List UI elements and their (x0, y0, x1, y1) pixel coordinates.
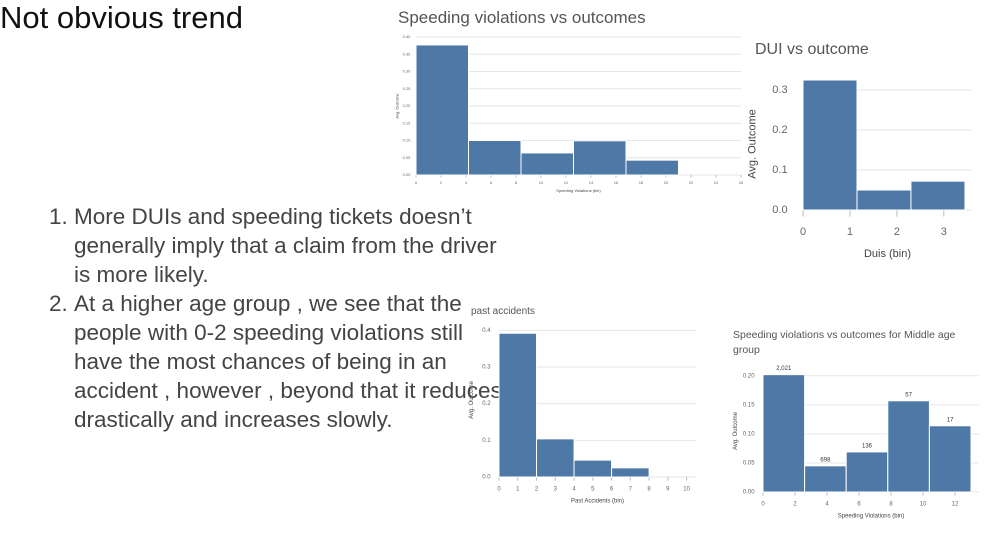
x-tick-label: 24 (714, 180, 719, 185)
bar (611, 467, 650, 478)
x-tick-label: 5 (591, 487, 595, 493)
x-tick-label: 6 (857, 502, 861, 508)
bar (573, 459, 613, 478)
x-tick-label: 20 (664, 180, 669, 185)
bar (856, 189, 912, 211)
x-axis-label: Speeding Violations (bin) (556, 188, 601, 193)
x-tick-label: 26 (739, 180, 744, 185)
x-tick-label: 8 (889, 502, 893, 508)
y-tick-label: 0.0 (772, 204, 787, 216)
y-axis-label: Avg. Outcome (395, 93, 400, 119)
y-tick-label: 0.15 (403, 120, 412, 125)
x-tick-label: 12 (952, 502, 959, 508)
x-tick-label: 3 (941, 226, 947, 238)
y-tick-label: 0.10 (743, 431, 755, 437)
bar-label: 698 (820, 457, 831, 463)
y-tick-label: 0.1 (482, 438, 491, 444)
y-tick-label: 0.35 (403, 51, 412, 56)
slide-title: Not obvious trend (0, 0, 243, 35)
x-tick-label: 2 (894, 226, 900, 238)
y-tick-label: 0.00 (743, 490, 755, 496)
x-tick-label: 22 (689, 180, 694, 185)
y-tick-label: 0.2 (482, 401, 491, 407)
bar (804, 465, 847, 493)
y-tick-label: 0.05 (403, 155, 412, 160)
bar (573, 140, 627, 176)
y-tick-label: 0.10 (403, 138, 412, 143)
y-tick-label: 0.20 (403, 103, 412, 108)
x-axis-label: Past Accidents (bin) (571, 499, 624, 505)
y-axis-label: Avg. Outcome (469, 380, 475, 419)
y-tick-label: 0.30 (403, 69, 412, 74)
x-tick-label: 18 (639, 180, 644, 185)
x-tick-label: 10 (539, 180, 544, 185)
x-tick-label: 7 (629, 487, 633, 493)
x-tick-label: 1 (847, 226, 853, 238)
x-tick-label: 8 (515, 180, 518, 185)
x-tick-label: 0 (761, 502, 765, 508)
bar-label: 2,021 (776, 366, 792, 372)
y-axis-label: Avg. Outcome (746, 109, 758, 179)
chart-title: Speeding violations vs outcomes (398, 8, 646, 27)
y-axis-label: Avg. Outcome (733, 411, 739, 450)
x-tick-label: 8 (647, 487, 651, 493)
bar (910, 180, 966, 211)
x-tick-label: 10 (920, 502, 927, 508)
x-tick-label: 16 (614, 180, 619, 185)
y-tick-label: 0.00 (403, 172, 412, 177)
x-tick-label: 10 (683, 487, 690, 493)
chart-title: DUI vs outcome (755, 41, 869, 58)
y-tick-label: 0.05 (743, 461, 755, 467)
x-tick-label: 12 (564, 180, 569, 185)
bar (625, 159, 679, 176)
x-tick-label: 2 (793, 502, 797, 508)
x-tick-label: 0 (497, 487, 501, 493)
bar (415, 44, 469, 176)
x-tick-label: 0 (800, 226, 806, 238)
y-tick-label: 0.40 (403, 34, 412, 39)
x-tick-label: 1 (516, 487, 520, 493)
bar (468, 140, 522, 176)
x-tick-label: 6 (610, 487, 614, 493)
bar (845, 451, 889, 493)
bar (498, 332, 538, 478)
y-tick-label: 0.3 (772, 84, 787, 96)
x-tick-label: 4 (825, 502, 829, 508)
x-tick-label: 6 (490, 180, 493, 185)
bar (520, 152, 574, 176)
bullet: At a higher age group , we see that the … (74, 289, 514, 434)
bullet: More DUIs and speeding tickets doesn’t g… (74, 202, 514, 289)
bar (928, 425, 972, 493)
y-tick-label: 0.20 (743, 373, 755, 379)
x-tick-label: 14 (589, 180, 594, 185)
y-tick-label: 0.2 (772, 124, 787, 136)
x-tick-label: 4 (465, 180, 468, 185)
y-tick-label: 0.0 (482, 475, 491, 481)
x-tick-label: 3 (554, 487, 558, 493)
x-tick-label: 0 (415, 180, 418, 185)
bar (762, 374, 806, 493)
x-tick-label: 9 (666, 487, 670, 493)
y-tick-label: 0.4 (482, 328, 491, 334)
y-tick-label: 0.25 (403, 86, 412, 91)
chart-title: past accidents (471, 306, 535, 317)
bar (887, 400, 930, 493)
bar-label: 57 (905, 392, 912, 398)
chart-title: Speeding violations vs outcomes for Midd… (733, 329, 956, 356)
bar-label: 136 (862, 443, 873, 449)
x-axis-label: Duis (bin) (864, 248, 911, 260)
bar-label: 17 (947, 417, 954, 423)
x-tick-label: 2 (535, 487, 539, 493)
x-tick-label: 4 (572, 487, 576, 493)
y-tick-label: 0.3 (482, 365, 491, 371)
x-tick-label: 2 (440, 180, 443, 185)
y-tick-label: 0.15 (743, 402, 755, 408)
y-tick-label: 0.1 (772, 164, 787, 176)
bar (536, 438, 575, 478)
bar (802, 79, 858, 211)
x-axis-label: Speeding Violations (bin) (838, 514, 905, 520)
bullet-list: More DUIs and speeding tickets doesn’t g… (20, 202, 514, 434)
